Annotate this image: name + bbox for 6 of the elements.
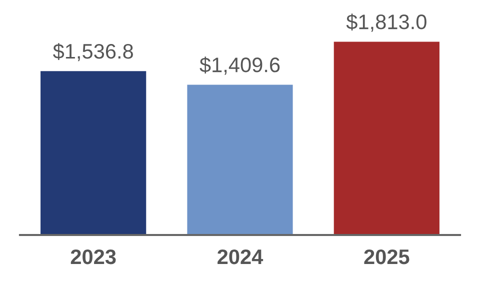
data-label: $1,409.6 <box>200 56 280 75</box>
x-tick-label: 2024 <box>218 249 264 264</box>
x-tick-label: 2025 <box>364 249 410 264</box>
data-label: $1,813.0 <box>346 14 426 32</box>
data-label: $1,536.8 <box>53 43 133 62</box>
x-tick-label: 2023 <box>70 249 116 264</box>
